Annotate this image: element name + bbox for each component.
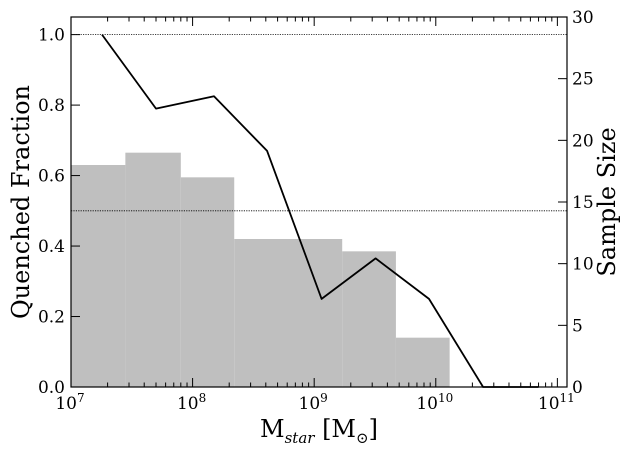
histogram-bar [71, 165, 126, 387]
histogram-bar [342, 251, 396, 387]
y-right-tick-label: 30 [572, 8, 594, 28]
histogram-bar [395, 337, 450, 387]
reference-lines [71, 34, 567, 212]
y-left-tick-label: 0.8 [38, 96, 65, 116]
histogram-bar [125, 152, 181, 387]
y-right-tick-label: 20 [572, 131, 594, 151]
y-left-tick-label: 0.2 [38, 308, 65, 328]
y-left-axis-label: Quenched Fraction [7, 85, 35, 319]
y-right-tick-label: 10 [572, 255, 594, 275]
histogram-bar [234, 239, 343, 387]
sample-size-histogram [71, 152, 450, 387]
y-left-tick-label: 0.6 [38, 167, 65, 187]
quenched-fraction-series [101, 34, 539, 388]
axis-ticks [70, 16, 567, 388]
y-left-tick-label: 0.4 [38, 237, 65, 257]
x-tick-label: 1011 [538, 391, 575, 414]
histogram-bar [180, 177, 235, 387]
y-left-tick-label: 0.0 [38, 378, 65, 398]
x-tick-label: 1010 [416, 391, 453, 414]
y-right-axis-label: Sample Size [593, 127, 621, 276]
x-tick-label: 109 [299, 391, 328, 414]
y-right-tick-label: 0 [572, 378, 583, 398]
y-right-tick-label: 15 [572, 193, 594, 213]
y-left-tick-labels: 0.0 0.2 0.4 0.6 0.8 1.0 [38, 26, 65, 398]
x-tick-label: 107 [55, 391, 84, 414]
y-right-tick-labels: 0 5 10 15 20 25 30 [572, 8, 594, 398]
y-right-tick-label: 25 [572, 70, 594, 90]
y-right-tick-label: 5 [572, 316, 583, 336]
x-tick-label: 108 [177, 391, 206, 414]
x-tick-labels: 107 108 109 1010 1011 [55, 391, 574, 414]
y-left-tick-label: 1.0 [38, 26, 65, 46]
x-axis-label: Mstar [M⊙] [260, 415, 378, 447]
quenched-fraction-line [101, 34, 539, 388]
